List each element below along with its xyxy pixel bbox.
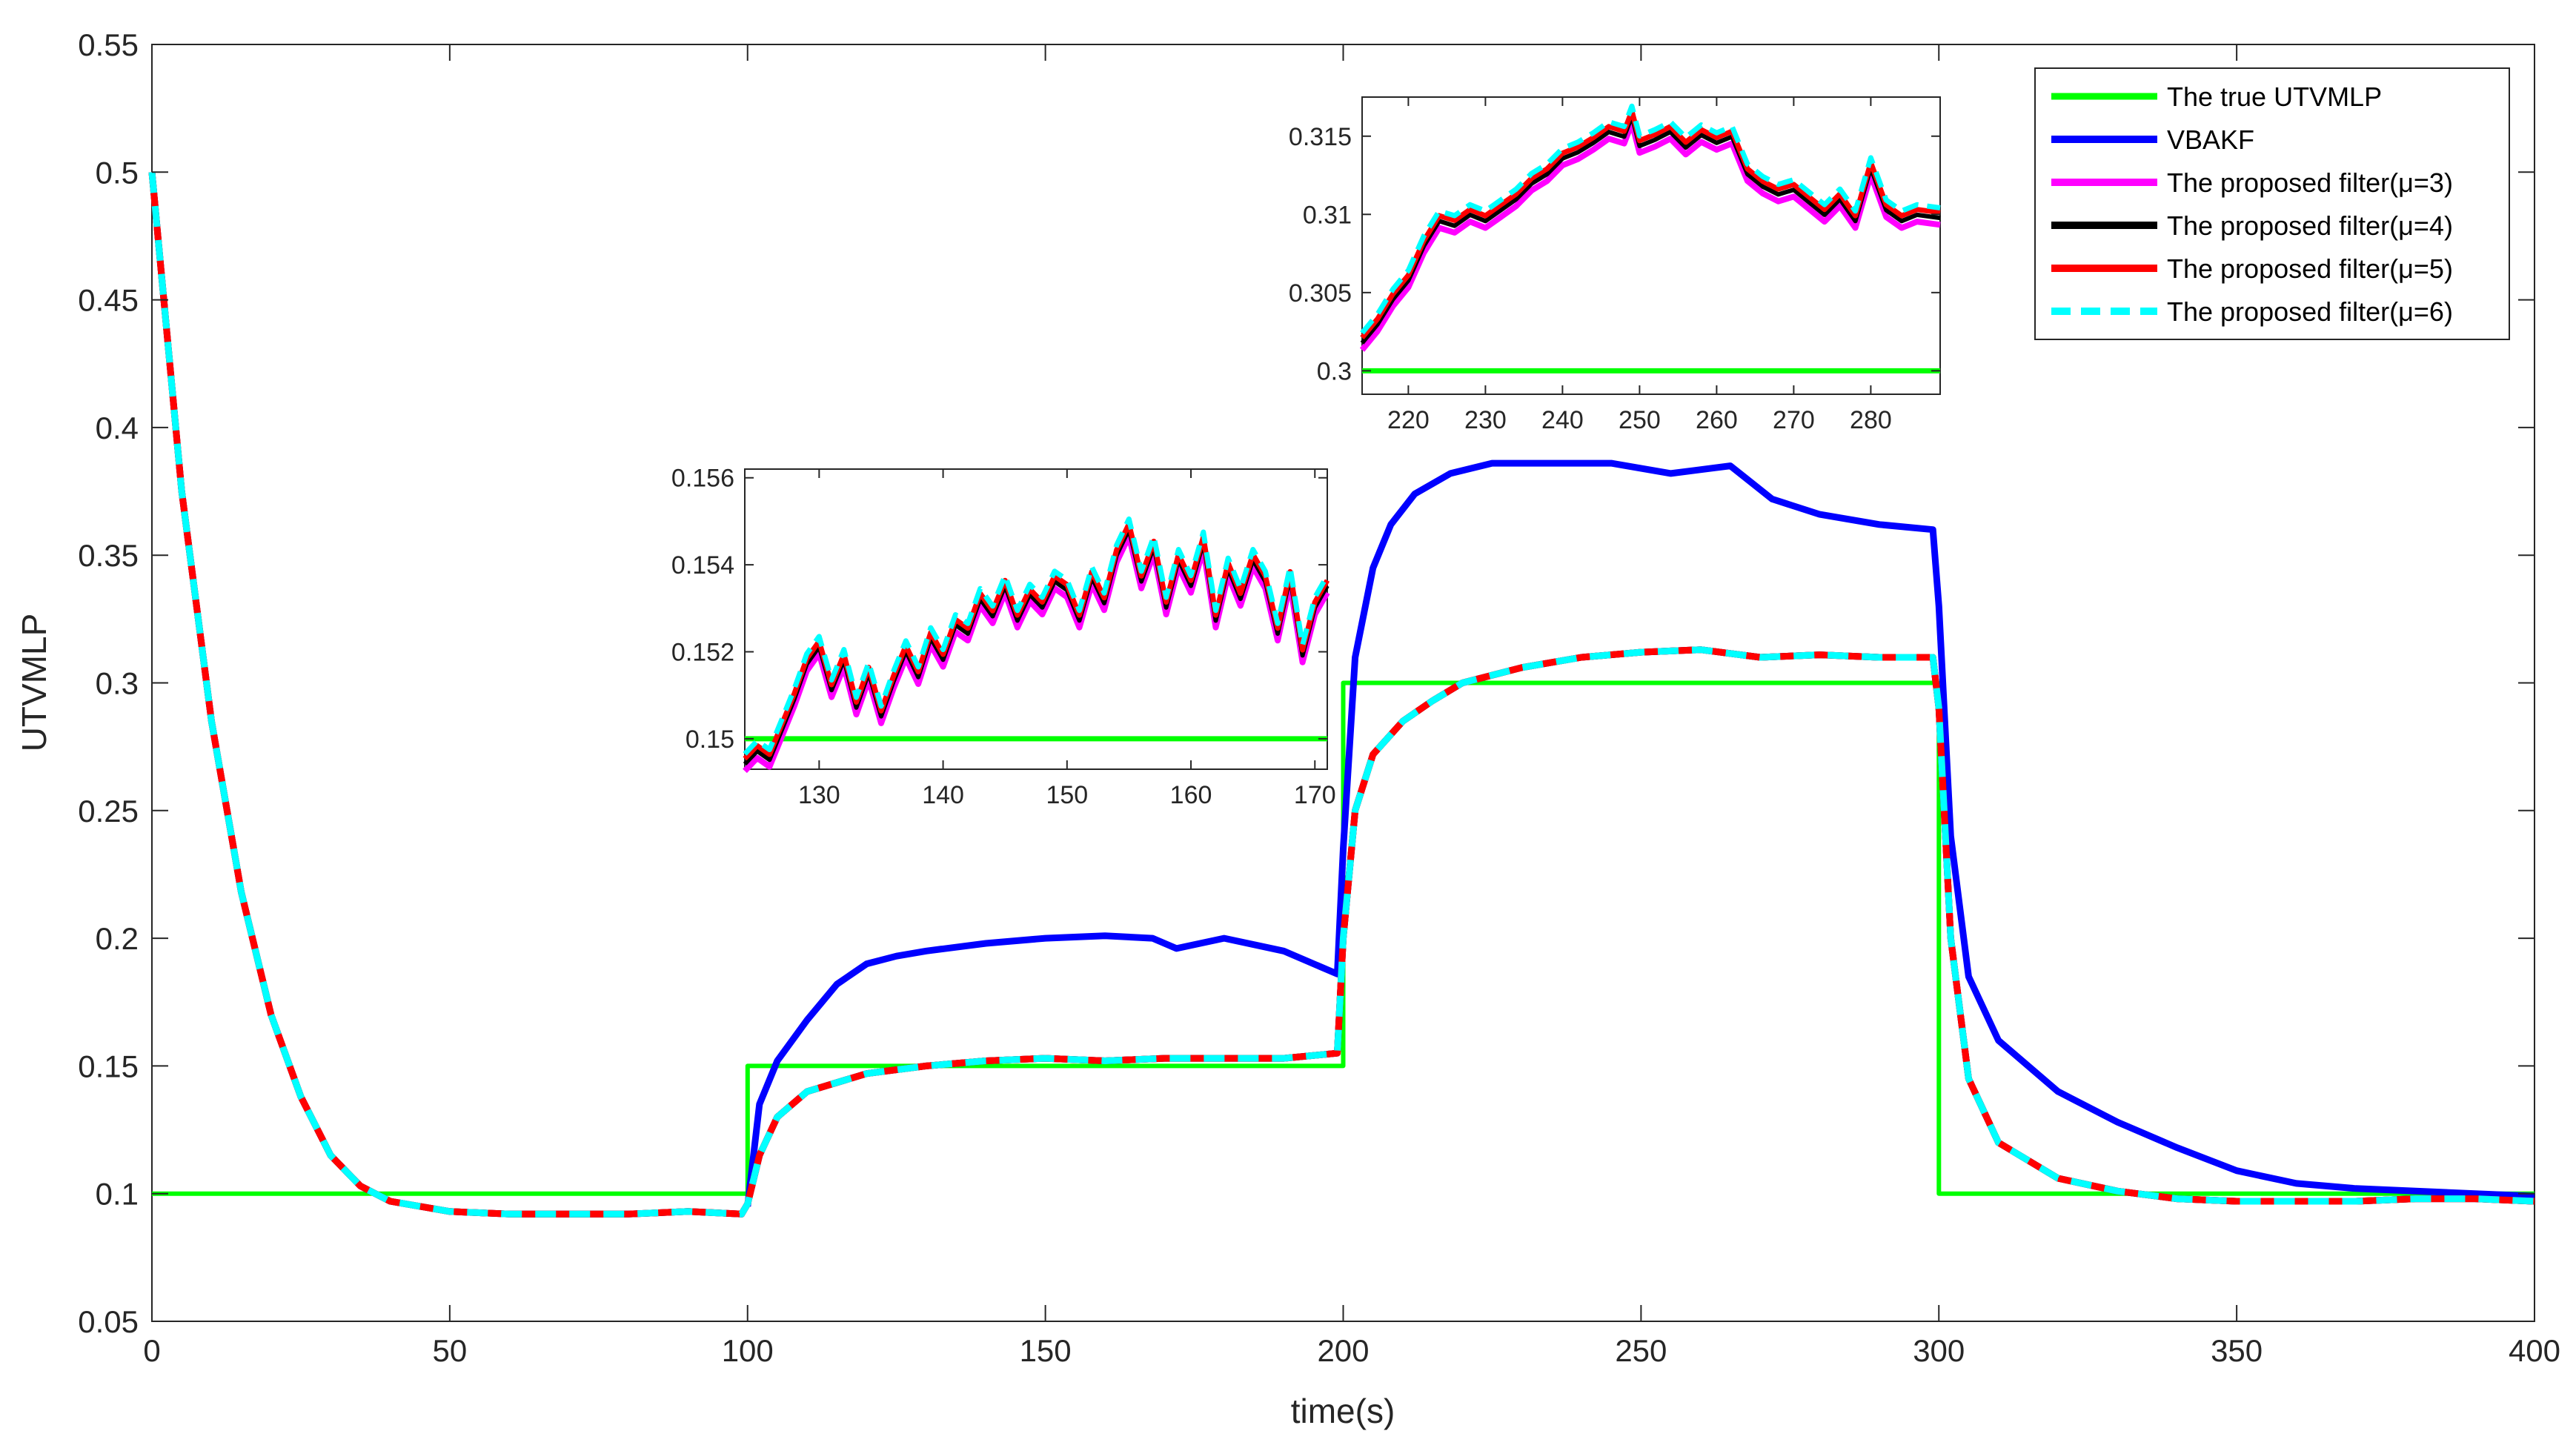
inset-x-tick-label: 150	[1046, 781, 1088, 809]
inset-x-tick-label: 260	[1696, 406, 1738, 434]
y-tick-label: 0.3	[96, 666, 139, 701]
legend-label-2: VBAKF	[2167, 124, 2254, 155]
inset-1-line-mu6	[743, 516, 1330, 756]
inset-x-tick-label: 280	[1850, 406, 1892, 434]
inset-y-tick-label: 0.315	[1289, 123, 1352, 151]
inset-x-tick-label: 130	[798, 781, 840, 809]
inset-2-line-mu5	[1360, 108, 1941, 339]
y-tick-label: 0.5	[96, 155, 139, 190]
legend-items: The true UTVMLP VBAKF The proposed filter(…	[2051, 82, 2453, 327]
legend-box	[2034, 67, 2510, 340]
legend-label-5: The proposed filter(μ=5)	[2167, 253, 2453, 284]
inset-1-series-group	[743, 516, 1330, 774]
legend-label-6: The proposed filter(μ=6)	[2167, 296, 2453, 327]
inset-y-tick-label: 0.156	[671, 465, 734, 493]
inset-y-tick-label: 0.31	[1303, 201, 1352, 229]
inset-1-plot-area	[744, 468, 1328, 770]
inset-1-line-mu5	[743, 521, 1330, 761]
x-tick-label: 200	[1317, 1333, 1369, 1368]
inset-2-ticks: 220 230 240 250 260 270 280 0.3 0.305 0.31 0.315	[1289, 97, 1940, 434]
inset-x-tick-label: 140	[922, 781, 964, 809]
inset-plot-1: 130 140 150 160 170 0.15 0.152 0.154 0.156	[671, 465, 1336, 809]
inset-plot-2: 220 230 240 250 260 270 280 0.3 0.305 0.31 0.315	[1289, 96, 1941, 434]
inset-x-tick-label: 170	[1294, 781, 1336, 809]
y-tick-label: 0.2	[96, 921, 139, 956]
y-tick-label: 0.35	[78, 538, 139, 573]
legend-label-4: The proposed filter(μ=4)	[2167, 210, 2453, 241]
inset-x-tick-label: 240	[1541, 406, 1584, 434]
x-tick-label: 300	[1913, 1333, 1965, 1368]
inset-1-line-mu3	[743, 533, 1330, 774]
main-series-group	[148, 171, 2535, 1218]
main-x-ticks: 0 50 100 150 200 250 300 350 400	[143, 44, 2560, 1368]
x-tick-label: 0	[143, 1333, 160, 1368]
y-tick-label: 0.1	[96, 1177, 139, 1212]
inset-2-series-group	[1359, 103, 1941, 373]
inset-x-tick-label: 250	[1619, 406, 1661, 434]
inset-2-line-mu3	[1359, 120, 1941, 352]
x-tick-label: 350	[2211, 1333, 2263, 1368]
y-tick-label: 0.4	[96, 411, 139, 445]
main-y-ticks: 0.05 0.1 0.15 0.2 0.25 0.3 0.35 0.4 0.45 0.5 0.55	[78, 27, 2534, 1339]
series-line-6	[148, 171, 2535, 1218]
y-axis-title: UTVMLP	[15, 614, 53, 752]
inset-y-tick-label: 0.15	[686, 726, 734, 754]
y-tick-label: 0.45	[78, 283, 139, 318]
inset-2-line-mu4	[1360, 113, 1941, 345]
inset-y-tick-label: 0.152	[671, 639, 734, 667]
inset-y-tick-label: 0.305	[1289, 279, 1352, 308]
inset-x-tick-label: 160	[1170, 781, 1212, 809]
inset-y-tick-label: 0.3	[1317, 357, 1352, 385]
inset-x-tick-label: 220	[1387, 406, 1430, 434]
y-tick-label: 0.05	[78, 1304, 139, 1339]
legend-label-1: The true UTVMLP	[2167, 82, 2382, 112]
x-axis-title: time(s)	[1291, 1392, 1395, 1430]
x-tick-label: 50	[433, 1333, 468, 1368]
x-tick-label: 150	[1020, 1333, 1072, 1368]
y-tick-label: 0.55	[78, 27, 139, 62]
inset-y-tick-label: 0.154	[671, 551, 734, 580]
inset-2-line-mu6	[1360, 103, 1941, 335]
legend: The true UTVMLP VBAKF The proposed filter(…	[2034, 67, 2510, 340]
x-tick-label: 400	[2509, 1333, 2560, 1368]
y-tick-label: 0.25	[78, 794, 139, 829]
inset-x-tick-label: 270	[1773, 406, 1815, 434]
inset-x-tick-label: 230	[1464, 406, 1507, 434]
y-tick-label: 0.15	[78, 1049, 139, 1083]
x-tick-label: 250	[1615, 1333, 1667, 1368]
x-tick-label: 100	[722, 1333, 774, 1368]
inset-1-ticks: 130 140 150 160 170 0.15 0.152 0.154 0.156	[671, 465, 1336, 809]
series-line-2	[744, 459, 2535, 1207]
legend-label-3: The proposed filter(μ=3)	[2167, 167, 2453, 198]
